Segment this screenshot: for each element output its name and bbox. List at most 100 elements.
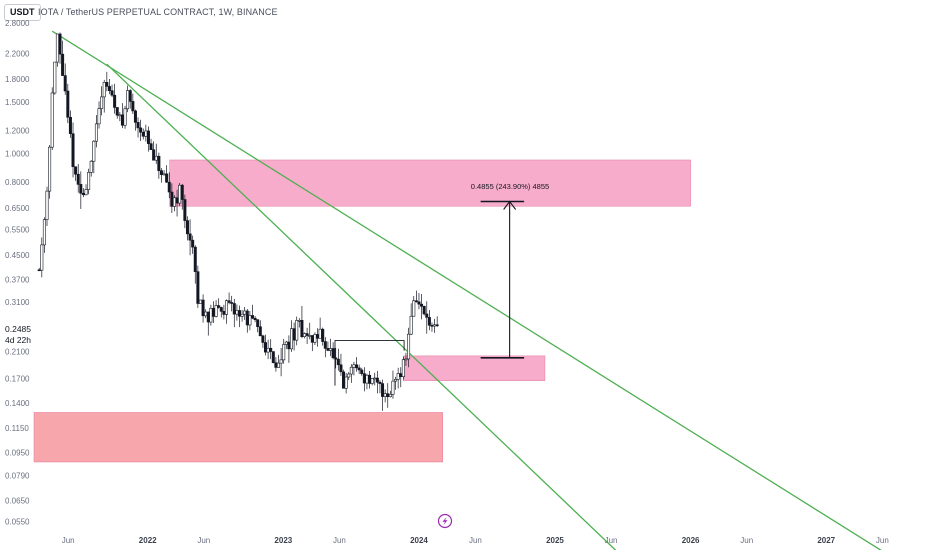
candle [250, 304, 254, 320]
candle [81, 188, 85, 198]
candle [74, 166, 78, 181]
time-tick-label: Jun [605, 536, 618, 545]
candle [53, 61, 57, 95]
candle-body [323, 341, 327, 349]
candle [42, 217, 46, 253]
candle [370, 377, 374, 386]
candle-body [375, 377, 379, 383]
candle [360, 367, 364, 376]
candle [76, 163, 80, 193]
price-tick-label: 0.6500 [5, 204, 30, 213]
candle-body [87, 172, 91, 190]
time-tick-label: 2024 [410, 536, 428, 545]
candle-body [414, 300, 418, 303]
price-tick-label: 0.4500 [5, 251, 30, 260]
candle-body [290, 328, 294, 350]
overlay-layer [334, 200, 525, 386]
candle [102, 79, 106, 113]
candle-body [235, 310, 239, 315]
candle-body [386, 393, 390, 398]
time-axis: Jun 2022 Jun 2023 Jun 2024 Jun 2025 Jun 2026 Jun 20… [62, 536, 889, 545]
candle [430, 322, 434, 332]
candle [113, 83, 117, 114]
price-tick-label: 1.8000 [5, 75, 30, 84]
candle [352, 361, 356, 376]
candle [310, 335, 314, 352]
candle [362, 367, 366, 392]
candle [409, 303, 413, 336]
candle [126, 85, 130, 113]
candle [240, 309, 244, 322]
candle [433, 318, 437, 333]
candle-body [261, 335, 265, 343]
candle [115, 107, 119, 119]
candle [313, 332, 317, 345]
candle-body [329, 348, 333, 351]
candle [297, 318, 301, 328]
candle-body [420, 303, 424, 307]
candle-body [271, 351, 275, 364]
candle-body [297, 319, 301, 322]
candle [347, 372, 351, 381]
candle [329, 338, 333, 357]
candle-body [37, 269, 41, 272]
symbol-title: IOTA / TetherUS PERPETUAL CONTRACT, 1W, … [38, 7, 278, 17]
candle [308, 322, 312, 340]
candle [50, 87, 54, 151]
candle [336, 348, 340, 371]
candle [120, 103, 124, 129]
candle [282, 338, 286, 364]
candle [417, 292, 421, 310]
price-tick-label: 0.1700 [5, 374, 30, 383]
candle-body [79, 184, 83, 194]
candle [180, 183, 184, 210]
candle [87, 168, 91, 195]
candle-body [394, 379, 398, 382]
candle-body [427, 317, 431, 326]
time-tick-label: Jun [876, 536, 889, 545]
candle-body [94, 123, 98, 142]
candle-body [149, 143, 153, 150]
price-tick-label: 0.5500 [5, 225, 30, 234]
candle-body [243, 310, 247, 315]
candle-body [131, 101, 135, 112]
candle [105, 71, 109, 92]
candle-body [144, 130, 148, 137]
time-tick-label: 2022 [139, 536, 157, 545]
candle [237, 305, 241, 328]
candle-body [126, 90, 130, 110]
candle-body [274, 362, 278, 368]
candle-body [284, 341, 288, 345]
candle-body [417, 301, 421, 305]
current-price-label: 0.2485 [5, 324, 31, 334]
candle [100, 86, 104, 116]
candle [331, 342, 335, 360]
candle [94, 115, 98, 148]
candle-body [58, 33, 62, 55]
candle-body [370, 378, 374, 384]
candle [110, 84, 114, 98]
price-tick-label: 0.1400 [5, 399, 30, 408]
candle-body [100, 96, 104, 109]
candle-body [157, 155, 161, 171]
candle [92, 140, 96, 174]
candle [185, 216, 189, 241]
candle [420, 293, 424, 320]
candle-body [412, 300, 416, 317]
candle [284, 340, 288, 350]
candle-body [63, 75, 67, 92]
candle-body [240, 313, 244, 317]
candle-body [352, 364, 356, 368]
candle [206, 311, 210, 336]
candle-body [292, 328, 296, 341]
candle [84, 184, 88, 196]
candle-body [404, 358, 408, 361]
candle [55, 33, 59, 67]
candle-body [55, 33, 59, 63]
candle-body [71, 133, 75, 168]
lightning-icon[interactable] [437, 513, 453, 529]
candle [344, 373, 348, 394]
candle-body [84, 189, 88, 196]
currency-badge[interactable]: USDT [4, 4, 41, 21]
